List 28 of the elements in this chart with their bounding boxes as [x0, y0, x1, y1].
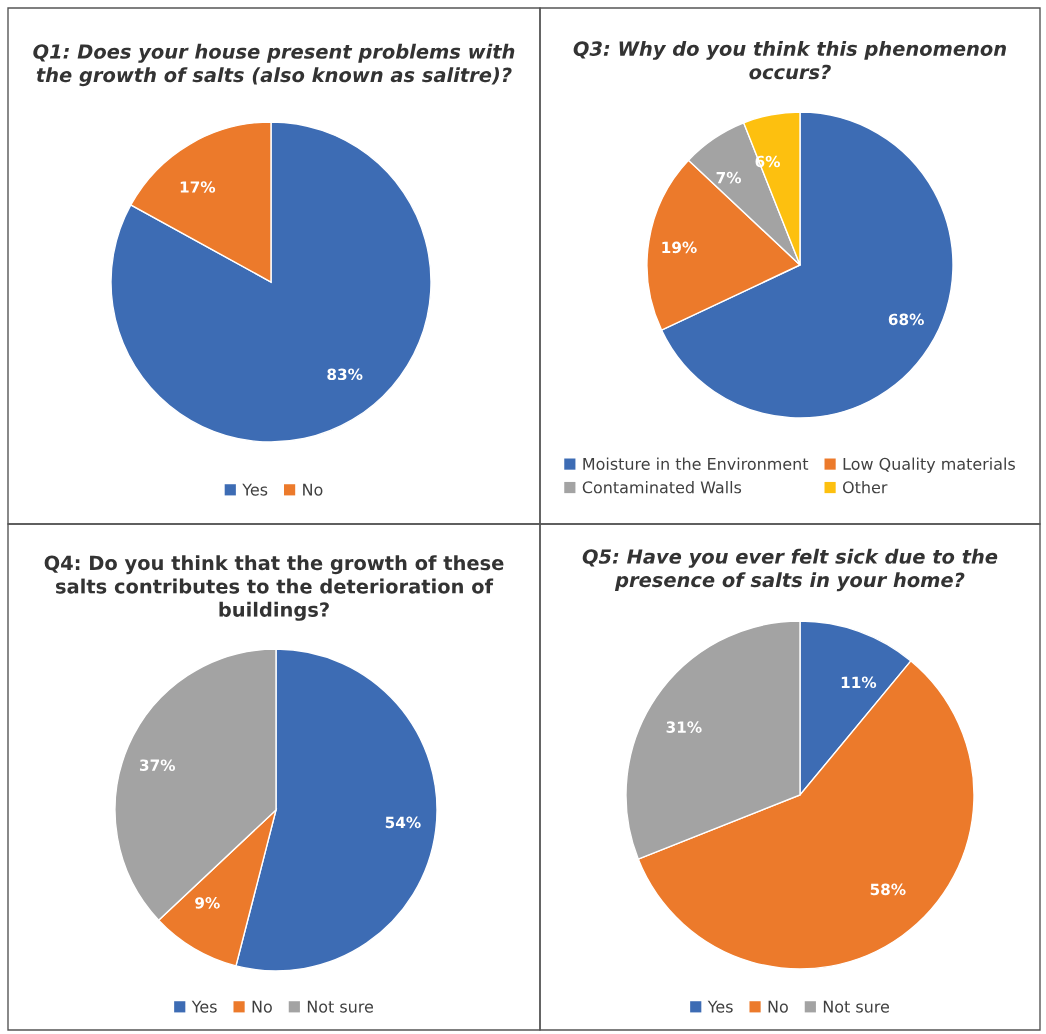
- data-label: 54%: [385, 816, 421, 829]
- chart-title: Q3: Why do you think this phenomenon occurs?: [573, 40, 1006, 80]
- chart-title: Q4: Do you think that the growth of these salts contributes to the deterioration of buildings?: [44, 555, 504, 621]
- legend-label: Yes: [242, 483, 268, 496]
- chart-title: Q5: Have you ever felt sick due to the presence of salts in your home?: [582, 548, 998, 592]
- data-label: 83%: [327, 368, 363, 381]
- legend-label: Other: [842, 480, 888, 494]
- legend-label: Moisture in the Environment: [583, 457, 809, 470]
- data-label: 37%: [139, 759, 176, 771]
- legend-label: No: [303, 483, 323, 496]
- data-label: 7%: [716, 171, 742, 184]
- legend-label: Yes: [191, 1000, 217, 1013]
- data-label: 11%: [841, 676, 877, 689]
- legend-label: No: [768, 1000, 788, 1013]
- legend-label: Low Quality materials: [843, 457, 1015, 474]
- chart-title: Q1: Does your house present problems with the growth of salts (also known as salitre)?: [33, 43, 515, 87]
- data-label: 17%: [180, 181, 216, 193]
- pie-slice: [110, 121, 432, 443]
- legend-label: Not sure: [823, 1000, 889, 1013]
- data-label: 58%: [870, 883, 906, 896]
- legend-label: Yes: [707, 1000, 733, 1013]
- data-label: 9%: [195, 897, 220, 909]
- legend-label: Contaminated Walls: [582, 480, 742, 494]
- data-label: 31%: [666, 721, 702, 733]
- legend-label: Not sure: [307, 1000, 373, 1013]
- data-label: 68%: [888, 313, 924, 326]
- legend-label: No: [252, 1000, 272, 1013]
- data-label: 19%: [662, 241, 697, 254]
